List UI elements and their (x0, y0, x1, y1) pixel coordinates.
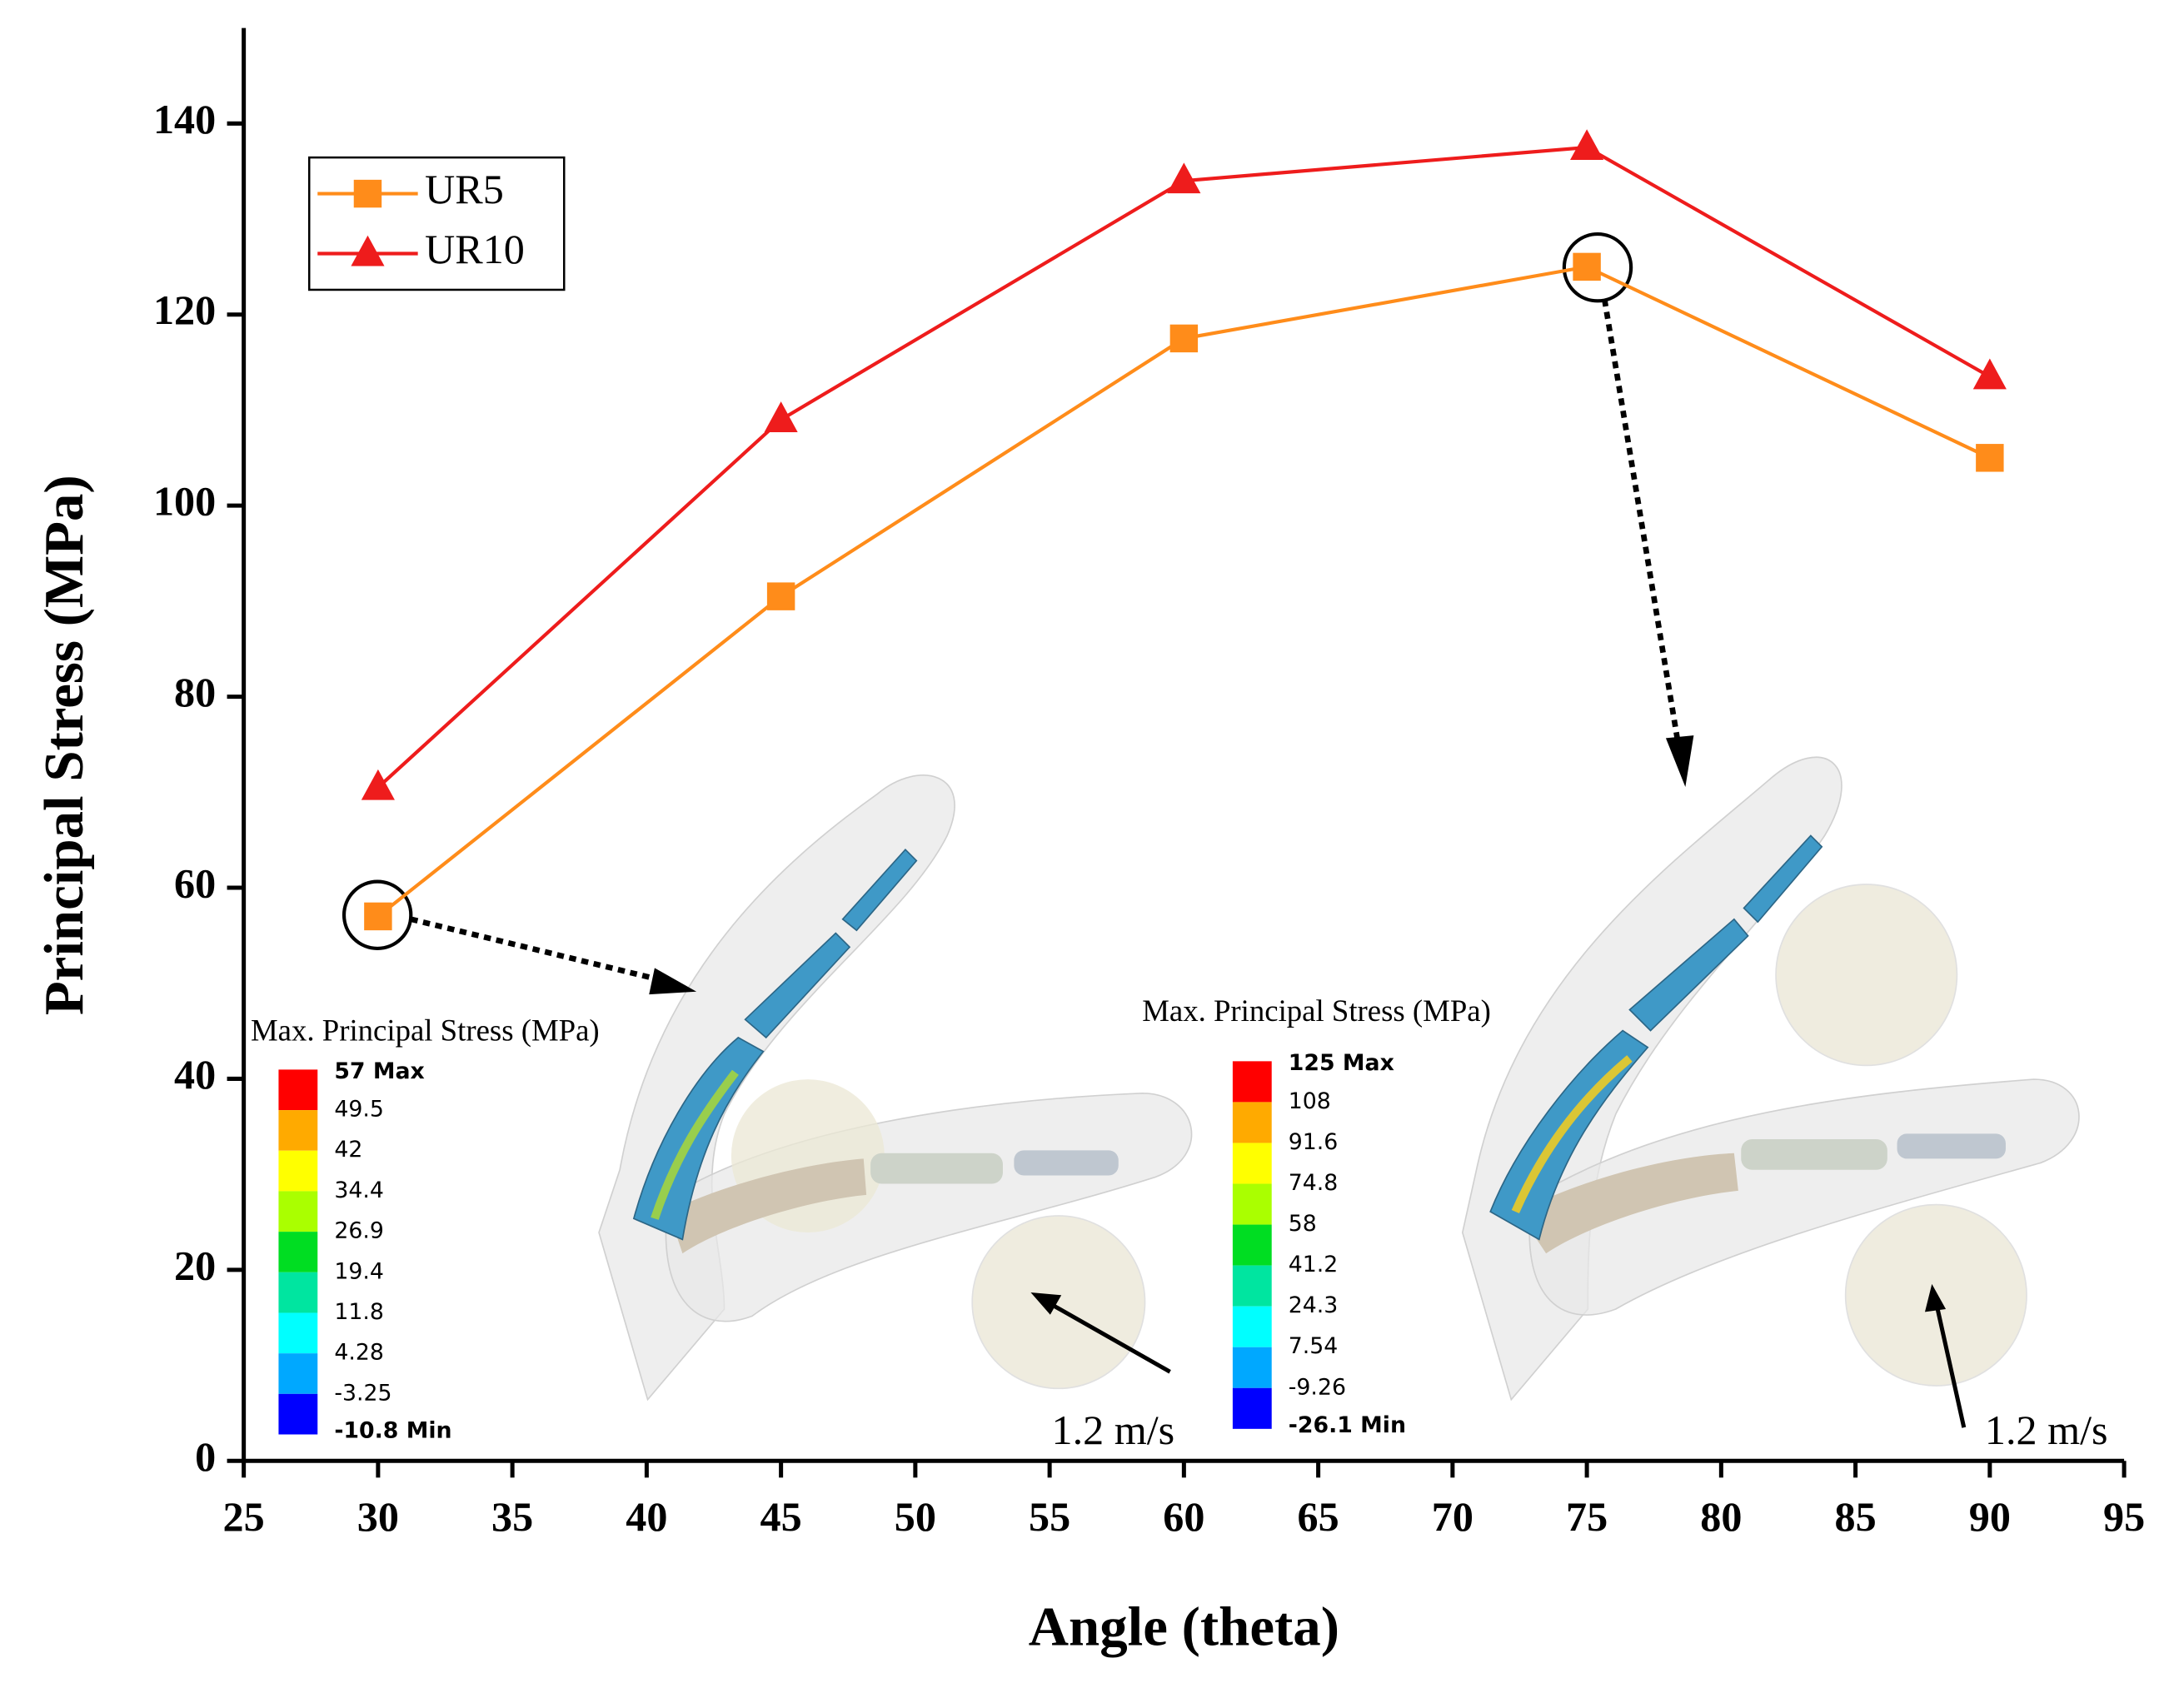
x-tick-label: 35 (491, 1493, 533, 1540)
pointer-arrow (410, 916, 670, 985)
y-tick-label: 20 (174, 1242, 216, 1288)
y-tick-label: 120 (153, 286, 216, 333)
colorbar-band (278, 1353, 318, 1394)
colorbar-label: 125 Max (1289, 1050, 1394, 1076)
colorbar-band (278, 1191, 318, 1232)
colorbar-label: 7.54 (1289, 1333, 1339, 1359)
colorbar-band (1232, 1143, 1272, 1184)
y-tick-label: 140 (153, 96, 216, 142)
colorbar-band (278, 1069, 318, 1111)
colorbar-label: 42 (334, 1137, 362, 1163)
x-tick-label: 85 (1835, 1493, 1877, 1540)
colorbar-label: -10.8 Min (334, 1418, 451, 1444)
colorbar-label: 41.2 (1289, 1252, 1339, 1277)
x-tick-label: 65 (1298, 1493, 1339, 1540)
colorbar-label: -3.25 (334, 1380, 391, 1406)
x-tick-label: 95 (2103, 1493, 2145, 1540)
colorbar-label: -26.1 Min (1289, 1412, 1406, 1438)
colorbar-label: 74.8 (1289, 1170, 1339, 1196)
colorbar-band (1232, 1224, 1272, 1266)
x-tick-label: 75 (1566, 1493, 1608, 1540)
colorbar-label: 91.6 (1289, 1129, 1339, 1155)
arrow-head (1030, 1292, 1062, 1315)
y-tick-label: 100 (153, 478, 216, 525)
x-tick-label: 55 (1029, 1493, 1070, 1540)
colorbar-label: 108 (1289, 1088, 1331, 1114)
x-tick-label: 25 (223, 1493, 265, 1540)
marker (764, 401, 798, 432)
colorbar-label: 26.9 (334, 1218, 384, 1244)
series-line (376, 145, 1991, 789)
colorbar-band (1232, 1061, 1272, 1103)
marker (1976, 444, 2004, 472)
colorbar-band (1232, 1183, 1272, 1225)
colorbar-band (1232, 1102, 1272, 1143)
colorbar-band (1232, 1306, 1272, 1347)
highlight-circle (1562, 232, 1633, 303)
x-tick-label: 90 (1969, 1493, 2011, 1540)
colorbar-band (278, 1150, 318, 1192)
x-tick-label: 45 (760, 1493, 802, 1540)
marker (1570, 129, 1604, 161)
colorbar-label: -9.26 (1289, 1374, 1346, 1400)
colorbar-label: 11.8 (334, 1299, 384, 1325)
legend-label: UR5 (425, 166, 504, 212)
highlight-circle (342, 879, 413, 951)
finger-model-left (598, 774, 1193, 1402)
colorbar-band (278, 1110, 318, 1151)
finger-model-right (1461, 756, 2080, 1402)
x-tick-label: 70 (1432, 1493, 1473, 1540)
legend-label: UR10 (425, 226, 525, 272)
x-tick-label: 80 (1700, 1493, 1742, 1540)
colorbar-band (278, 1312, 318, 1354)
arrow-head (649, 968, 697, 995)
x-tick-label: 60 (1163, 1493, 1204, 1540)
y-axis-title: Principal Stress (MPa) (33, 475, 95, 1015)
velocity-arrow (1046, 1300, 1171, 1374)
colorbar-title: Max. Principal Stress (MPa) (1142, 993, 1491, 1028)
legend-marker (351, 235, 385, 266)
colorbar-band (278, 1272, 318, 1313)
pointer-arrow (1602, 299, 1682, 746)
y-tick-label: 60 (174, 860, 216, 907)
colorbar-band (1232, 1347, 1272, 1388)
colorbar-label: 58 (1289, 1211, 1317, 1237)
colorbar-label: 24.3 (1289, 1292, 1339, 1318)
legend-box (307, 156, 566, 291)
x-axis-title: Angle (theta) (1029, 1596, 1339, 1657)
marker (1573, 252, 1601, 281)
colorbar-label: 49.5 (334, 1097, 384, 1123)
marker (361, 769, 395, 800)
y-tick-label: 80 (174, 669, 216, 715)
colorbar-band (278, 1393, 318, 1435)
colorbar-title: Max. Principal Stress (MPa) (251, 1013, 600, 1047)
y-tick-label: 40 (174, 1051, 216, 1098)
marker (1167, 162, 1201, 194)
x-tick-label: 40 (626, 1493, 667, 1540)
x-tick-label: 30 (357, 1493, 399, 1540)
speed-annotation: 1.2 m/s (1985, 1407, 2108, 1453)
y-tick-label: 0 (195, 1433, 216, 1480)
colorbar-label: 4.28 (334, 1340, 384, 1366)
colorbar-label: 57 Max (334, 1058, 424, 1084)
speed-annotation: 1.2 m/s (1052, 1407, 1175, 1453)
colorbar-band (1232, 1387, 1272, 1429)
colorbar-band (278, 1232, 318, 1272)
colorbar-label: 34.4 (334, 1178, 384, 1203)
x-tick-label: 50 (895, 1493, 936, 1540)
marker (1972, 358, 2007, 390)
colorbar-label: 19.4 (334, 1258, 384, 1284)
marker (766, 582, 795, 610)
velocity-arrow (1933, 1302, 1967, 1428)
colorbar-band (1232, 1265, 1272, 1307)
arrow-head (1665, 735, 1694, 787)
marker (1169, 324, 1199, 353)
legend-marker (353, 179, 382, 208)
marker (364, 902, 392, 931)
